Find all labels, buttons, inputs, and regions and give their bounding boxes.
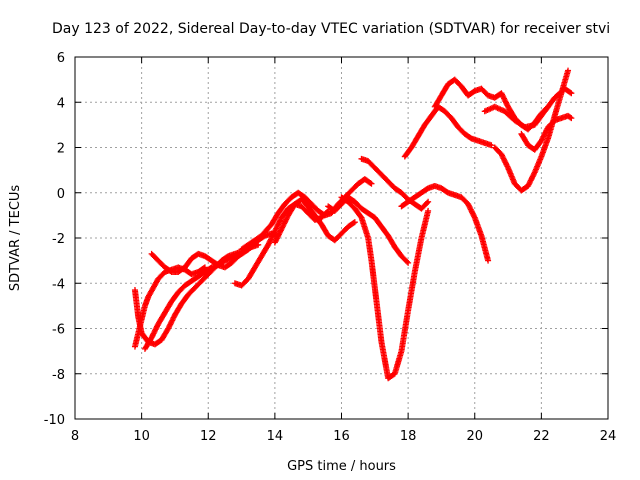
y-axis-label: SDTVAR / TECUs: [8, 185, 23, 292]
x-tick-label: 18: [400, 429, 417, 444]
data-series: [325, 194, 412, 266]
data-point-fill: [567, 114, 574, 121]
x-tick-label: 8: [71, 429, 79, 444]
data-series: [271, 196, 358, 246]
data-series: [141, 241, 262, 352]
data-series: [358, 155, 432, 212]
data-series: [518, 112, 575, 153]
data-point: [405, 259, 412, 266]
y-tick-label: -4: [52, 277, 65, 292]
y-tick-label: 6: [57, 51, 65, 66]
data-point: [425, 198, 432, 205]
y-tick-label: -8: [52, 368, 65, 383]
data-point: [425, 207, 432, 214]
x-tick-label: 10: [133, 429, 150, 444]
data-series: [338, 194, 432, 382]
data-point: [485, 257, 492, 264]
data-point-fill: [567, 89, 574, 96]
data-point-fill: [367, 179, 374, 186]
data-series: [238, 176, 375, 253]
data-series: [491, 67, 572, 194]
data-point: [351, 219, 358, 226]
data-point-fill: [350, 219, 357, 226]
y-tick-label: -6: [52, 323, 65, 338]
data-series: [398, 182, 492, 264]
data-point-fill: [424, 199, 431, 206]
chart-title: Day 123 of 2022, Sidereal Day-to-day VTE…: [52, 21, 610, 37]
x-tick-label: 22: [533, 429, 550, 444]
data-point: [568, 90, 575, 97]
data-point: [488, 142, 495, 149]
data-point: [368, 180, 375, 187]
y-axis-ticks: -10 -8 -6 -4 -2 0 2 4 6: [44, 51, 608, 428]
y-tick-label: 4: [57, 96, 65, 111]
data-series: [401, 103, 495, 160]
grid-lines: [75, 57, 608, 419]
x-axis-label: GPS time / hours: [287, 459, 396, 474]
y-tick-label: -2: [52, 232, 65, 247]
data-series: [481, 85, 575, 131]
data-points: [131, 67, 575, 382]
data-point: [568, 115, 575, 122]
x-axis-ticks: 8 10 12 14 16 18 20 22 24: [71, 57, 616, 444]
y-tick-label: 2: [57, 142, 65, 157]
x-tick-label: 24: [600, 429, 617, 444]
x-tick-label: 12: [200, 429, 217, 444]
x-tick-label: 14: [267, 429, 284, 444]
x-tick-label: 16: [333, 429, 350, 444]
y-tick-label: 0: [57, 187, 65, 202]
x-tick-label: 20: [466, 429, 483, 444]
plot-frame: [74, 56, 609, 420]
y-tick-label: -10: [44, 413, 65, 428]
data-point: [565, 67, 572, 74]
data-point-fill: [404, 258, 411, 265]
